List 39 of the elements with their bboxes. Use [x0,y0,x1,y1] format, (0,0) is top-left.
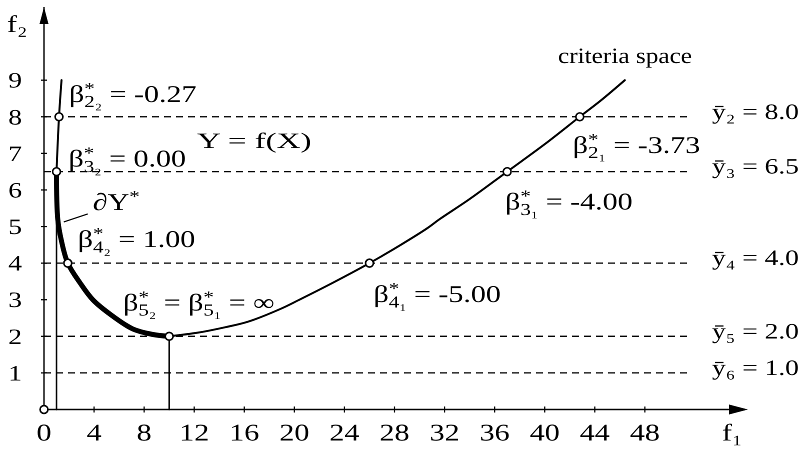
x-tick-label: 40 [530,419,560,446]
x-tick-label: 0 [36,419,52,446]
annotation: β$^{*}$$_{3₂}$ = 0.00 [68,144,186,176]
x-tick-label: 36 [480,419,510,446]
x-tick-label: 44 [580,419,610,446]
annotation: β$^{*}$$_{5₂}$ = β$^{*}$$_{5₁}$ = ∞ [123,288,275,320]
ref-line-label: ȳ₃ = 6.5 [712,155,799,179]
y-tick-label: 6 [8,178,22,203]
annotation: criteria space [558,44,692,69]
x-tick-label: 32 [430,419,460,446]
annotation: β$^{*}$$_{2₁}$ = -3.73 [572,131,700,163]
annotation: β$^{*}$$_{4₂}$ = 1.00 [78,225,196,257]
x-tick-label: 48 [630,419,660,446]
x-tick-label: 8 [136,419,152,446]
ref-line-label: ȳ₅ = 2.0 [712,320,799,344]
y-tick-label: 3 [8,288,22,313]
y-tick-label: 4 [8,252,23,276]
y-tick-label: 5 [8,215,22,240]
x-tick-label: 20 [279,419,310,446]
x-tick-label: 24 [329,419,360,446]
y-tick-label: 2 [8,325,22,350]
y-tick-label: 9 [8,69,22,93]
y-tick-label: 8 [8,106,22,130]
x-axis-title: f₁ [722,419,742,446]
y-tick-label: 7 [8,142,22,166]
x-tick-label: 4 [86,419,102,446]
ref-line-label: ȳ₆ = 1.0 [712,356,799,380]
x-tick-label: 16 [229,419,260,446]
annotation: β$^{*}$$_{4₁}$ = -5.00 [373,280,501,312]
annotation: ∂Y$^{*}$ [92,188,140,216]
annotation: β$^{*}$$_{2₂}$ = -0.27 [69,80,196,112]
x-tick-label: 12 [179,419,210,446]
annotation: β$^{*}$$_{3₁}$ = -4.00 [505,188,633,220]
x-tick-label: 28 [380,419,410,446]
ref-line-label: ȳ₄ = 4.0 [712,246,799,270]
ref-line-label: ȳ₂ = 8.0 [712,100,799,124]
annotation: Y = f(X) [197,129,312,154]
y-axis-title: f₂ [7,10,28,38]
y-tick-label: 1 [8,362,22,386]
